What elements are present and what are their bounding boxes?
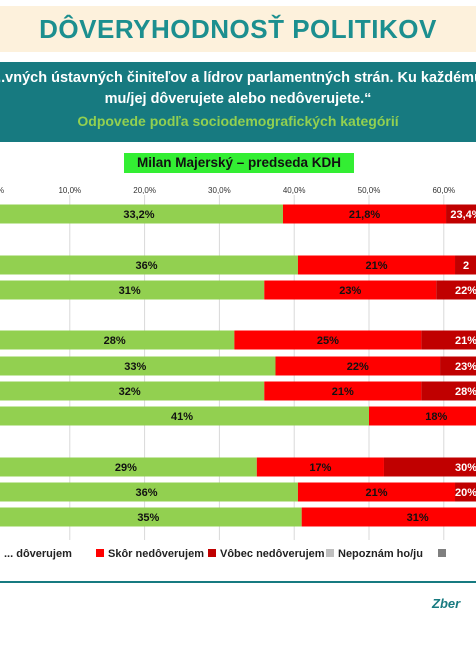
- bar-data-label: 21%: [455, 335, 476, 347]
- x-tick-label: 60,0%: [432, 186, 455, 195]
- bar-data-label: 23%: [455, 361, 476, 373]
- bar-data-label: 36%: [135, 487, 157, 499]
- bar-data-label: 35%: [137, 512, 159, 524]
- bar-segment: [369, 406, 476, 426]
- bar-data-label: 23,4%: [450, 209, 476, 221]
- bar-segment: [0, 457, 257, 477]
- bar-segment: [455, 255, 476, 275]
- bar-data-label: 36%: [135, 260, 157, 272]
- bar-data-label: 21%: [332, 386, 354, 398]
- bar-data-label: 31%: [407, 512, 429, 524]
- bar-segment: [282, 204, 447, 224]
- bar-segment: [440, 356, 476, 376]
- bar-data-label: 25%: [317, 335, 339, 347]
- bar-segment: [383, 457, 476, 477]
- bar-segment: [0, 406, 369, 426]
- bar-segment: [301, 507, 476, 527]
- bar-segment: [275, 356, 441, 376]
- legend-label: Skôr nedôverujem: [108, 548, 204, 560]
- bar-segment: [264, 280, 437, 300]
- bar-segment: [297, 482, 456, 502]
- bar-segment: [436, 280, 476, 300]
- legend-label: ... dôverujem: [4, 548, 72, 560]
- bar-data-label: 21,8%: [349, 209, 380, 221]
- x-tick-label: 30,0%: [208, 186, 231, 195]
- source-label: Zber: [432, 596, 461, 611]
- bar-data-label: 17%: [309, 462, 331, 474]
- bar-data-label: 28%: [104, 335, 126, 347]
- legend-label: Vôbec nedôverujem: [220, 548, 325, 560]
- bar-segment: [234, 330, 422, 350]
- legend-swatch: [326, 549, 334, 557]
- x-tick-label: 20,0%: [133, 186, 156, 195]
- bar-data-label: 32%: [119, 386, 141, 398]
- bar-data-label: 20%: [455, 487, 476, 499]
- bar-data-label: 28%: [455, 386, 476, 398]
- bar-segment: [0, 507, 302, 527]
- question-panel: ...vných ústavných činiteľov a lídrov pa…: [0, 62, 476, 142]
- header: DÔVERYHODNOSŤ POLITIKOV: [0, 0, 476, 62]
- question-line-2: mu/jej dôverujete alebo nedôverujete.“: [104, 91, 372, 107]
- x-tick-label: 0,0%: [0, 186, 4, 195]
- x-tick-label: 10,0%: [58, 186, 81, 195]
- bar-segment: [455, 482, 476, 502]
- legend-label: Nepoznám ho/ju: [338, 548, 423, 560]
- bar-segment: [0, 482, 298, 502]
- bar-segment: [264, 381, 422, 401]
- bar-segment: [0, 280, 265, 300]
- legend-swatch: [96, 549, 104, 557]
- x-tick-label: 40,0%: [283, 186, 306, 195]
- bar-segment: [421, 330, 476, 350]
- bar-data-label: 31%: [119, 285, 141, 297]
- bar-data-label: 21%: [365, 487, 387, 499]
- legend-swatch: [208, 549, 216, 557]
- bar-segment: [0, 255, 298, 275]
- question-line-1: ...vných ústavných činiteľov a lídrov pa…: [0, 70, 476, 86]
- x-tick-label: 50,0%: [358, 186, 381, 195]
- question-subtitle: Odpovede podľa sociodemografických kateg…: [77, 113, 399, 129]
- bar-segment: [446, 204, 476, 224]
- bar-data-label: 2: [463, 260, 469, 272]
- bar-segment: [0, 356, 276, 376]
- bar-segment: [0, 330, 235, 350]
- bar-data-label: 21%: [365, 260, 387, 272]
- page-title: DÔVERYHODNOSŤ POLITIKOV: [39, 14, 437, 44]
- bar-segment: [0, 381, 265, 401]
- chart-title: Milan Majerský – predseda KDH: [124, 153, 354, 173]
- bar-data-label: 33,2%: [123, 209, 154, 221]
- bar-data-label: 22%: [455, 285, 476, 297]
- bar-data-label: 23%: [339, 285, 361, 297]
- bar-data-label: 41%: [171, 411, 193, 423]
- bar-data-label: 30%: [455, 462, 476, 474]
- bar-segment: [421, 381, 476, 401]
- bar-data-label: 29%: [115, 462, 137, 474]
- bar-segment: [256, 457, 384, 477]
- bar-data-label: 18%: [425, 411, 447, 423]
- bar-data-label: 22%: [347, 361, 369, 373]
- bar-segment: [297, 255, 456, 275]
- footer-divider: [0, 581, 476, 583]
- bar-data-label: 33%: [124, 361, 146, 373]
- stacked-bar-chart: 0,0%10,0%20,0%30,0%40,0%50,0%60,0%70,0%3…: [0, 186, 476, 560]
- bar-segment: [0, 204, 283, 224]
- legend-swatch: [438, 549, 446, 557]
- title-band: [0, 6, 476, 52]
